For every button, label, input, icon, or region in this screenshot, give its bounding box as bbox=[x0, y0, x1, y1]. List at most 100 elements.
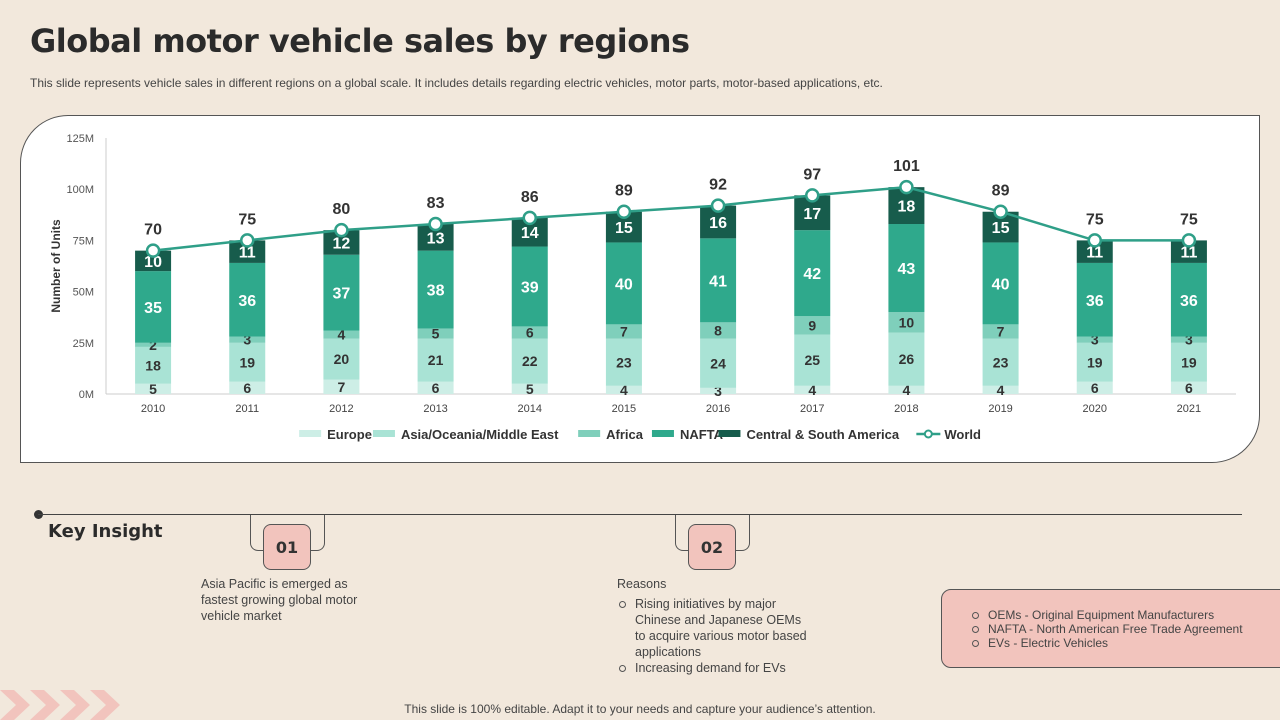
data-label: 20 bbox=[334, 351, 350, 367]
abbreviation-item: OEMs - Original Equipment Manufacturers bbox=[970, 608, 1280, 622]
data-label: 3 bbox=[1185, 332, 1193, 348]
bar-segment bbox=[1076, 336, 1113, 343]
bar-segment bbox=[229, 240, 266, 263]
world-value-label: 89 bbox=[992, 183, 1010, 200]
data-label: 6 bbox=[1185, 380, 1193, 396]
bar-segment bbox=[417, 338, 454, 382]
world-value-label: 80 bbox=[333, 201, 351, 218]
legend-label: Central & South America bbox=[746, 427, 899, 442]
y-tick-label: 125M bbox=[66, 133, 94, 145]
bar-segment bbox=[1076, 262, 1113, 337]
page-subtitle: This slide represents vehicle sales in d… bbox=[30, 76, 883, 90]
bar-segment bbox=[605, 242, 642, 325]
bar-segment bbox=[700, 322, 737, 339]
data-label: 3 bbox=[714, 383, 722, 399]
bar-segment bbox=[1170, 381, 1207, 394]
y-axis-label: Number of Units bbox=[49, 219, 63, 313]
x-tick-label: 2013 bbox=[423, 403, 447, 415]
bar-segment bbox=[888, 312, 925, 333]
data-label: 6 bbox=[1091, 380, 1099, 396]
chevron-shape bbox=[60, 690, 90, 720]
bar-segment bbox=[1170, 240, 1207, 263]
chevron-shape bbox=[30, 690, 60, 720]
bar-segment bbox=[135, 271, 172, 343]
world-point bbox=[1181, 233, 1197, 248]
y-tick-label: 50M bbox=[73, 287, 94, 299]
legend-swatch bbox=[299, 430, 322, 437]
abbreviations-list: OEMs - Original Equipment Manufacturers … bbox=[970, 608, 1280, 650]
world-value-label: 75 bbox=[1180, 211, 1198, 228]
bar-segment bbox=[794, 316, 831, 335]
data-label: 6 bbox=[243, 380, 251, 396]
bar-segment bbox=[605, 385, 642, 394]
data-label: 4 bbox=[620, 382, 628, 398]
world-value-label: 92 bbox=[709, 177, 727, 194]
bar-segment bbox=[982, 385, 1019, 394]
bar-segment bbox=[1076, 240, 1113, 263]
world-point bbox=[240, 233, 255, 248]
data-label: 7 bbox=[620, 324, 628, 340]
key-insight-heading: Key Insight bbox=[48, 521, 163, 542]
legend-swatch bbox=[651, 430, 674, 437]
bar-segment bbox=[1076, 342, 1113, 382]
x-tick-label: 2016 bbox=[706, 403, 730, 415]
bar-segment bbox=[794, 385, 831, 394]
bar-segment bbox=[1170, 342, 1207, 382]
abbreviations-box: OEMs - Original Equipment Manufacturers … bbox=[941, 589, 1280, 668]
y-tick-label: 100M bbox=[66, 184, 94, 196]
data-label: 25 bbox=[804, 352, 820, 368]
world-value-label: 89 bbox=[615, 183, 633, 200]
data-label: 4 bbox=[808, 382, 816, 398]
world-point bbox=[145, 243, 161, 258]
data-label: 4 bbox=[903, 382, 911, 398]
data-label: 39 bbox=[521, 279, 539, 296]
world-point bbox=[616, 204, 632, 219]
data-label: 4 bbox=[338, 327, 346, 343]
insight-badge-01: 01 bbox=[263, 524, 311, 570]
bar-segment bbox=[417, 381, 454, 394]
bar-segment bbox=[229, 336, 266, 343]
bar-segment bbox=[982, 242, 1019, 325]
world-value-label: 101 bbox=[893, 158, 920, 175]
bar-segment bbox=[511, 246, 548, 327]
world-value-label: 75 bbox=[238, 211, 256, 228]
data-label: 26 bbox=[899, 351, 915, 367]
bar-segment bbox=[417, 328, 454, 339]
bar-segment bbox=[511, 383, 548, 394]
data-label: 11 bbox=[239, 245, 256, 262]
insight-text-02: Reasons Rising initiatives by major Chin… bbox=[617, 576, 812, 676]
world-point bbox=[522, 210, 537, 226]
reason-item: Increasing demand for EVs bbox=[617, 660, 812, 676]
chevron-shape bbox=[0, 690, 30, 720]
x-tick-label: 2012 bbox=[329, 403, 353, 415]
bar-segment bbox=[794, 334, 831, 386]
data-label: 37 bbox=[333, 286, 351, 303]
world-point bbox=[710, 198, 726, 213]
world-value-label: 75 bbox=[1086, 211, 1104, 228]
data-label: 6 bbox=[432, 380, 440, 396]
world-line bbox=[152, 185, 1189, 252]
bar-segment bbox=[229, 342, 266, 382]
x-tick-label: 2020 bbox=[1083, 403, 1107, 415]
data-label: 12 bbox=[333, 235, 351, 252]
bar-segment bbox=[417, 250, 454, 329]
legend-swatch bbox=[372, 430, 395, 437]
x-tick-label: 2021 bbox=[1177, 403, 1201, 415]
data-label: 42 bbox=[803, 266, 821, 283]
bar-segment bbox=[511, 326, 548, 339]
world-point bbox=[899, 179, 914, 195]
world-value-label: 86 bbox=[521, 189, 539, 206]
x-tick-label: 2019 bbox=[988, 403, 1012, 415]
abbreviation-item: NAFTA - North American Free Trade Agreem… bbox=[970, 622, 1280, 636]
data-label: 7 bbox=[997, 324, 1005, 340]
world-value-label: 70 bbox=[144, 222, 162, 239]
bar-segment bbox=[1170, 262, 1207, 337]
x-tick-label: 2018 bbox=[894, 403, 918, 415]
data-label: 16 bbox=[709, 215, 727, 232]
bar-segment bbox=[1170, 336, 1207, 343]
reasons-list: Rising initiatives by major Chinese and … bbox=[617, 596, 812, 676]
abbreviation-item: EVs - Electric Vehicles bbox=[970, 636, 1280, 650]
data-label: 3 bbox=[1091, 332, 1099, 348]
bar-segment bbox=[229, 381, 266, 394]
